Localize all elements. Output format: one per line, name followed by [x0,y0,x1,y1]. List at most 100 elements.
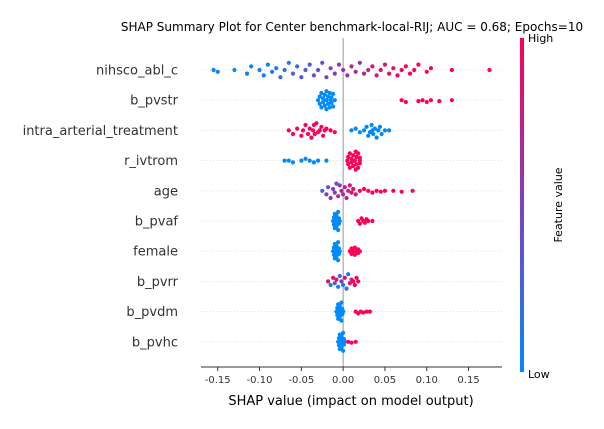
shap-point [324,98,329,103]
shap-point [357,221,362,226]
shap-point [428,66,434,71]
shap-point [324,107,329,112]
shap-point [211,67,216,73]
shap-point [332,281,337,286]
shap-point [382,188,388,193]
shap-point [403,99,408,105]
shap-point [339,334,344,339]
shap-point [378,67,383,73]
colorbar-low-label: Low [528,368,550,381]
shap-point [328,66,333,71]
shap-point [244,71,250,76]
shap-point [349,160,354,165]
shap-point [449,98,454,103]
shap-point [339,300,344,305]
shap-point [324,89,329,94]
shap-point [387,128,392,133]
shap-point [278,75,283,80]
shap-point [366,67,371,73]
shap-point [449,67,454,73]
shap-point [352,158,357,163]
shap-point [352,282,357,288]
shap-point [349,190,354,195]
shap-point [336,258,341,263]
shap-point [332,98,337,103]
shap-point [344,286,349,291]
shap-point [315,98,321,103]
shap-point [303,67,308,73]
shap-point [290,160,296,165]
shap-point [312,131,317,137]
shap-point [303,156,308,161]
feature-label: age [154,184,178,199]
shap-point [382,62,388,67]
shap-point [351,163,356,169]
shap-point [290,131,296,137]
shap-point [364,124,369,129]
shap-point [370,218,375,224]
feature-label: b_pvhc [132,335,178,350]
shap-point [352,245,357,250]
x-tick-label: 0.05 [374,375,396,386]
shap-point [332,190,337,195]
shap-point [356,151,361,156]
feature-label: b_pvdm [126,305,178,320]
shap-point [317,128,322,133]
shap-point [311,160,316,165]
shap-point [322,103,327,108]
shap-point [339,345,344,350]
shap-point [341,192,346,197]
colorbar [520,38,524,372]
shap-point [353,69,358,74]
shap-point [337,183,342,188]
shap-point [349,340,354,345]
shap-point [437,99,442,104]
colorbar-high-label: High [528,32,553,45]
shap-point [339,318,344,323]
shap-point [325,94,331,99]
shap-point [320,96,326,101]
shap-point [356,165,361,170]
shap-point [249,64,254,69]
shap-point [305,131,311,137]
shap-point [357,155,362,160]
shap-point [357,130,362,135]
shap-point [347,151,352,156]
shap-point [286,128,291,133]
shap-point [320,60,325,65]
shap-point [353,192,358,197]
shap-point [367,309,372,314]
shap-point [314,121,319,126]
shap-point [356,279,361,284]
x-tick-label: -0.10 [247,375,273,386]
shap-point [424,99,429,105]
shap-point [428,98,434,103]
shap-point [299,133,304,138]
shap-point [342,339,347,344]
x-tick-label: 0.00 [332,375,354,386]
shap-point [324,126,329,131]
shap-point [366,218,371,224]
shap-point [269,69,275,74]
x-axis-label: SHAP value (impact on model output) [228,394,473,409]
shap-point [341,348,346,353]
shap-point [351,186,356,192]
shap-point [337,304,342,309]
shap-point [332,130,337,135]
shap-point [349,64,354,69]
shap-point [351,279,356,284]
shap-point [351,249,356,254]
shap-point [342,275,347,280]
shap-point [354,162,359,167]
shap-point [395,73,400,78]
shap-point [232,67,237,73]
shap-point [322,92,327,97]
shap-point [341,309,346,314]
shap-point [331,104,336,109]
shap-point [299,158,304,163]
shap-point [369,122,374,128]
shap-point [399,67,404,73]
feature-label: female [133,245,178,260]
shap-point [334,243,339,248]
shap-point [320,133,326,138]
